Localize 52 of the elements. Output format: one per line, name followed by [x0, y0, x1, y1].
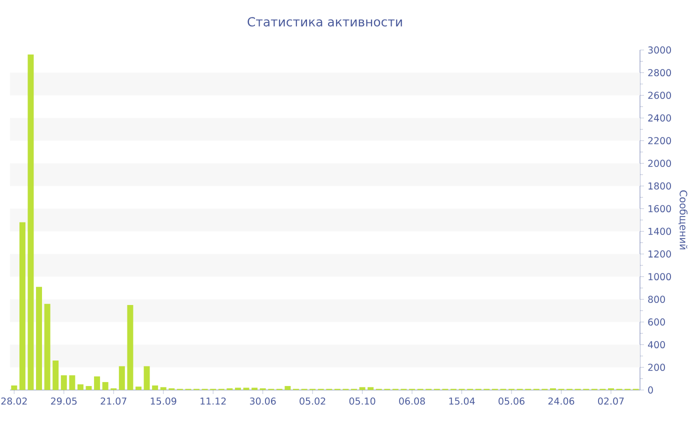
bar — [118, 366, 125, 390]
x-tick-label: 29.05 — [51, 398, 77, 405]
bar — [135, 386, 142, 390]
bar — [69, 375, 76, 390]
x-tick-label: 11.12 — [200, 398, 226, 405]
bar — [94, 376, 100, 390]
bar — [284, 386, 291, 390]
y-tick-label: 1800 — [648, 182, 671, 190]
x-tick-label: 24.06 — [548, 398, 574, 405]
x-tick-label: 21.07 — [100, 398, 126, 405]
y-tick-label: 0 — [648, 386, 653, 394]
bar — [52, 360, 59, 390]
y-tick-label: 3000 — [648, 46, 671, 54]
x-tick-label: 05.10 — [349, 398, 376, 405]
bar — [86, 386, 92, 390]
bar — [11, 385, 18, 390]
y-tick-label: 800 — [648, 296, 665, 303]
bar — [144, 366, 150, 390]
bar — [77, 384, 84, 390]
bar — [44, 304, 50, 390]
x-tick-label: 06.08 — [399, 398, 425, 405]
y-tick-label: 2200 — [648, 137, 671, 144]
y-tick-label: 1400 — [648, 228, 671, 235]
y-tick-label: 400 — [648, 341, 665, 348]
y-tick-label: 600 — [648, 318, 665, 326]
x-tick-label: 15.09 — [150, 398, 176, 405]
bar — [127, 305, 134, 390]
bar — [102, 382, 108, 390]
bar — [19, 222, 26, 390]
x-tick-label: 28.02 — [1, 398, 27, 405]
bar — [152, 385, 158, 390]
bar — [160, 387, 166, 390]
bar — [368, 387, 374, 390]
x-tick-label: 30.06 — [250, 398, 276, 405]
y-tick-label: 2600 — [648, 92, 671, 99]
x-tick-label: 05.02 — [300, 398, 326, 405]
bar — [60, 375, 67, 390]
y-tick-label: 1000 — [648, 273, 671, 280]
x-tick-label: 05.06 — [498, 398, 524, 405]
x-tick-label: 15.04 — [449, 398, 475, 405]
y-axis-title: Сообщений — [678, 190, 688, 250]
bar — [36, 286, 42, 390]
y-tick-label: 2000 — [648, 160, 671, 167]
y-tick-label: 200 — [648, 364, 665, 371]
y-tick-label: 1200 — [648, 250, 671, 258]
x-tick-label: 02.07 — [598, 398, 624, 405]
chart-title: Статистика активности — [248, 17, 402, 26]
y-tick-label: 2800 — [648, 69, 671, 76]
y-tick-label: 1600 — [648, 205, 671, 212]
y-tick-label: 2400 — [648, 114, 671, 122]
bar — [28, 54, 34, 390]
bar — [359, 387, 366, 390]
